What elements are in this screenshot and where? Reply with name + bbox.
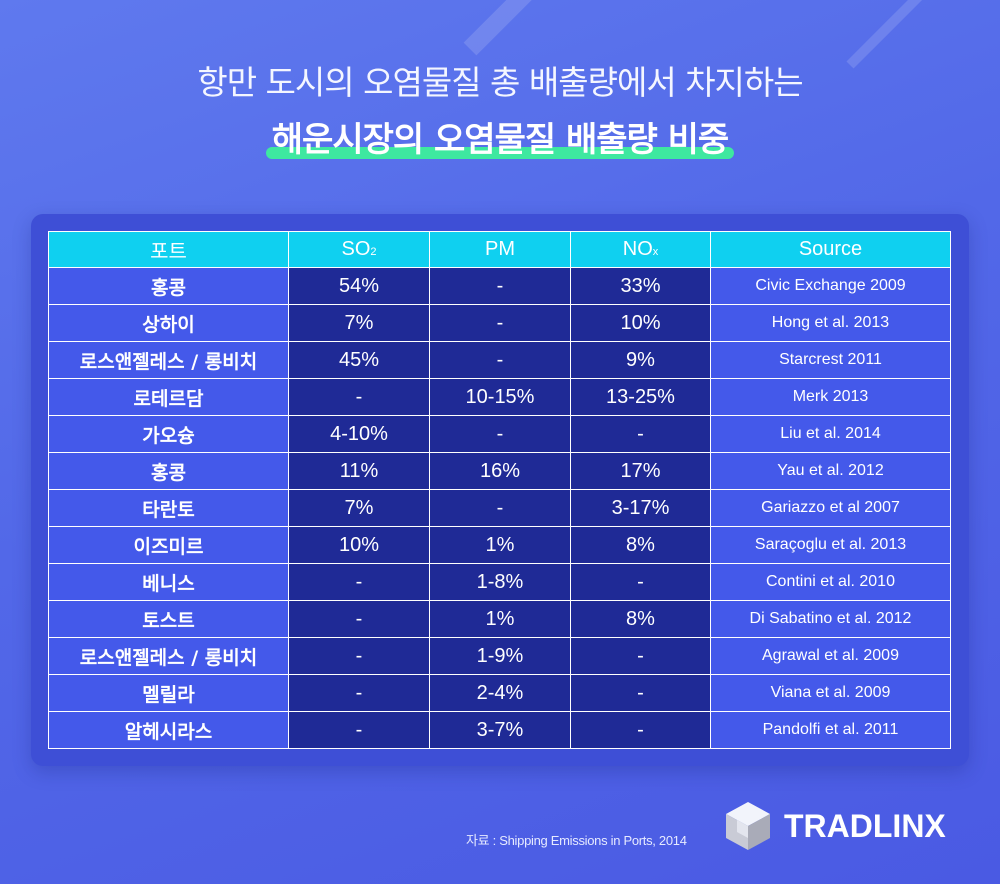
pm-cell: - (429, 304, 571, 342)
source-cell: Merk 2013 (710, 378, 951, 416)
title-line-2: 해운시장의 오염물질 배출량 비중 (265, 112, 735, 161)
pm-cell: 1% (429, 600, 571, 638)
pm-cell: 2-4% (429, 674, 571, 712)
pm-cell: 1-8% (429, 563, 571, 601)
table-row: 알헤시라스 -3-7% - Pandolfi et al. 2011 (48, 711, 951, 749)
port-cell: 로테르담 (48, 378, 289, 416)
so2-cell: 10% (288, 526, 430, 564)
table-row: 멜릴라 -2-4% - Viana et al. 2009 (48, 674, 951, 712)
table-row: 이즈미르 10% 1% 8% Saraçoglu et al. 2013 (48, 526, 951, 564)
title-line-2-text: 해운시장의 오염물질 배출량 비중 (271, 120, 729, 160)
header-pm: PM (429, 231, 571, 268)
decorative-stripe (463, 0, 569, 56)
so2-cell: 54% (288, 267, 430, 305)
port-cell: 홍콩 (48, 452, 289, 490)
port-cell: 로스앤젤레스 / 롱비치 (48, 341, 289, 379)
pm-cell: 1-9% (429, 637, 571, 675)
logo-text: TRADLINX (784, 807, 946, 844)
port-cell: 로스앤젤레스 / 롱비치 (48, 637, 289, 675)
nox-cell: 17% (570, 452, 711, 490)
table-row: 토스트 -1% 8% Di Sabatino et al. 2012 (48, 600, 951, 638)
table-row: 가오슝 4-10% - - Liu et al. 2014 (48, 415, 951, 453)
nox-cell: 3-17% (570, 489, 711, 527)
pm-cell: 16% (429, 452, 571, 490)
table-row: 베니스 -1-8% - Contini et al. 2010 (48, 563, 951, 601)
header-nox-sub: x (652, 246, 659, 258)
table-row: 홍콩 11% 16% 17% Yau et al. 2012 (48, 452, 951, 490)
so2-cell: 4-10% (288, 415, 430, 453)
table-row: 로스앤젤레스 / 롱비치 -1-9% - Agrawal et al. 2009 (48, 637, 951, 675)
table-header-row: 포트 SO2 PM NOx Source (48, 231, 951, 268)
so2-cell: 11% (288, 452, 430, 490)
nox-cell: 8% (570, 600, 711, 638)
header-so2-sub: 2 (370, 246, 377, 258)
source-footnote: 자료 : Shipping Emissions in Ports, 2014 (466, 833, 687, 848)
table-row: 홍콩 54% -33% Civic Exchange 2009 (48, 267, 951, 305)
table-row: 로스앤젤레스 / 롱비치 45% -9% Starcrest 2011 (48, 341, 951, 379)
port-cell: 베니스 (48, 563, 289, 601)
header-nox-main: NO (622, 238, 653, 260)
pm-cell: 3-7% (429, 711, 571, 749)
port-cell: 타란토 (48, 489, 289, 527)
header-so2: SO2 (288, 231, 430, 268)
nox-cell: 13-25% (570, 378, 711, 416)
pm-cell: - (429, 341, 571, 379)
so2-cell: - (288, 674, 430, 712)
nox-cell: - (570, 415, 711, 453)
title-line-2-wrapper: 해운시장의 오염물질 배출량 비중 (0, 112, 1000, 161)
so2-cell: - (288, 563, 430, 601)
header-so2-main: SO (341, 238, 371, 260)
header-port: 포트 (48, 231, 289, 268)
source-cell: Pandolfi et al. 2011 (710, 711, 951, 749)
emissions-table: 포트 SO2 PM NOx Source 홍콩 54% -33% Civic Exch… (48, 231, 951, 749)
source-cell: Viana et al. 2009 (710, 674, 951, 712)
source-cell: Liu et al. 2014 (710, 415, 951, 453)
port-cell: 가오슝 (48, 415, 289, 453)
title-line-1: 항만 도시의 오염물질 총 배출량에서 차지하는 (197, 63, 803, 102)
so2-cell: 7% (288, 489, 430, 527)
so2-cell: - (288, 637, 430, 675)
source-cell: Di Sabatino et al. 2012 (710, 600, 951, 638)
so2-cell: - (288, 378, 430, 416)
source-cell: Starcrest 2011 (710, 341, 951, 379)
nox-cell: 8% (570, 526, 711, 564)
nox-cell: - (570, 711, 711, 749)
nox-cell: - (570, 563, 711, 601)
source-cell: Civic Exchange 2009 (710, 267, 951, 305)
tradlinx-logo: TRADLINX (722, 800, 946, 852)
source-cell: Saraçoglu et al. 2013 (710, 526, 951, 564)
nox-cell: - (570, 637, 711, 675)
pm-cell: 10-15% (429, 378, 571, 416)
port-cell: 홍콩 (48, 267, 289, 305)
source-cell: Yau et al. 2012 (710, 452, 951, 490)
so2-cell: - (288, 600, 430, 638)
so2-cell: 7% (288, 304, 430, 342)
pm-cell: 1% (429, 526, 571, 564)
nox-cell: 33% (570, 267, 711, 305)
pm-cell: - (429, 415, 571, 453)
port-cell: 토스트 (48, 600, 289, 638)
nox-cell: - (570, 674, 711, 712)
port-cell: 이즈미르 (48, 526, 289, 564)
nox-cell: 9% (570, 341, 711, 379)
port-cell: 상하이 (48, 304, 289, 342)
so2-cell: - (288, 711, 430, 749)
header-source: Source (710, 231, 951, 268)
pm-cell: - (429, 489, 571, 527)
table-row: 상하이 7% -10% Hong et al. 2013 (48, 304, 951, 342)
source-cell: Hong et al. 2013 (710, 304, 951, 342)
port-cell: 멜릴라 (48, 674, 289, 712)
table-row: 로테르담 -10-15% 13-25% Merk 2013 (48, 378, 951, 416)
so2-cell: 45% (288, 341, 430, 379)
pm-cell: - (429, 267, 571, 305)
nox-cell: 10% (570, 304, 711, 342)
cube-logo-icon (726, 802, 770, 850)
table-row: 타란토 7% -3-17% Gariazzo et al 2007 (48, 489, 951, 527)
port-cell: 알헤시라스 (48, 711, 289, 749)
source-cell: Gariazzo et al 2007 (710, 489, 951, 527)
header-nox: NOx (570, 231, 711, 268)
source-cell: Agrawal et al. 2009 (710, 637, 951, 675)
source-cell: Contini et al. 2010 (710, 563, 951, 601)
